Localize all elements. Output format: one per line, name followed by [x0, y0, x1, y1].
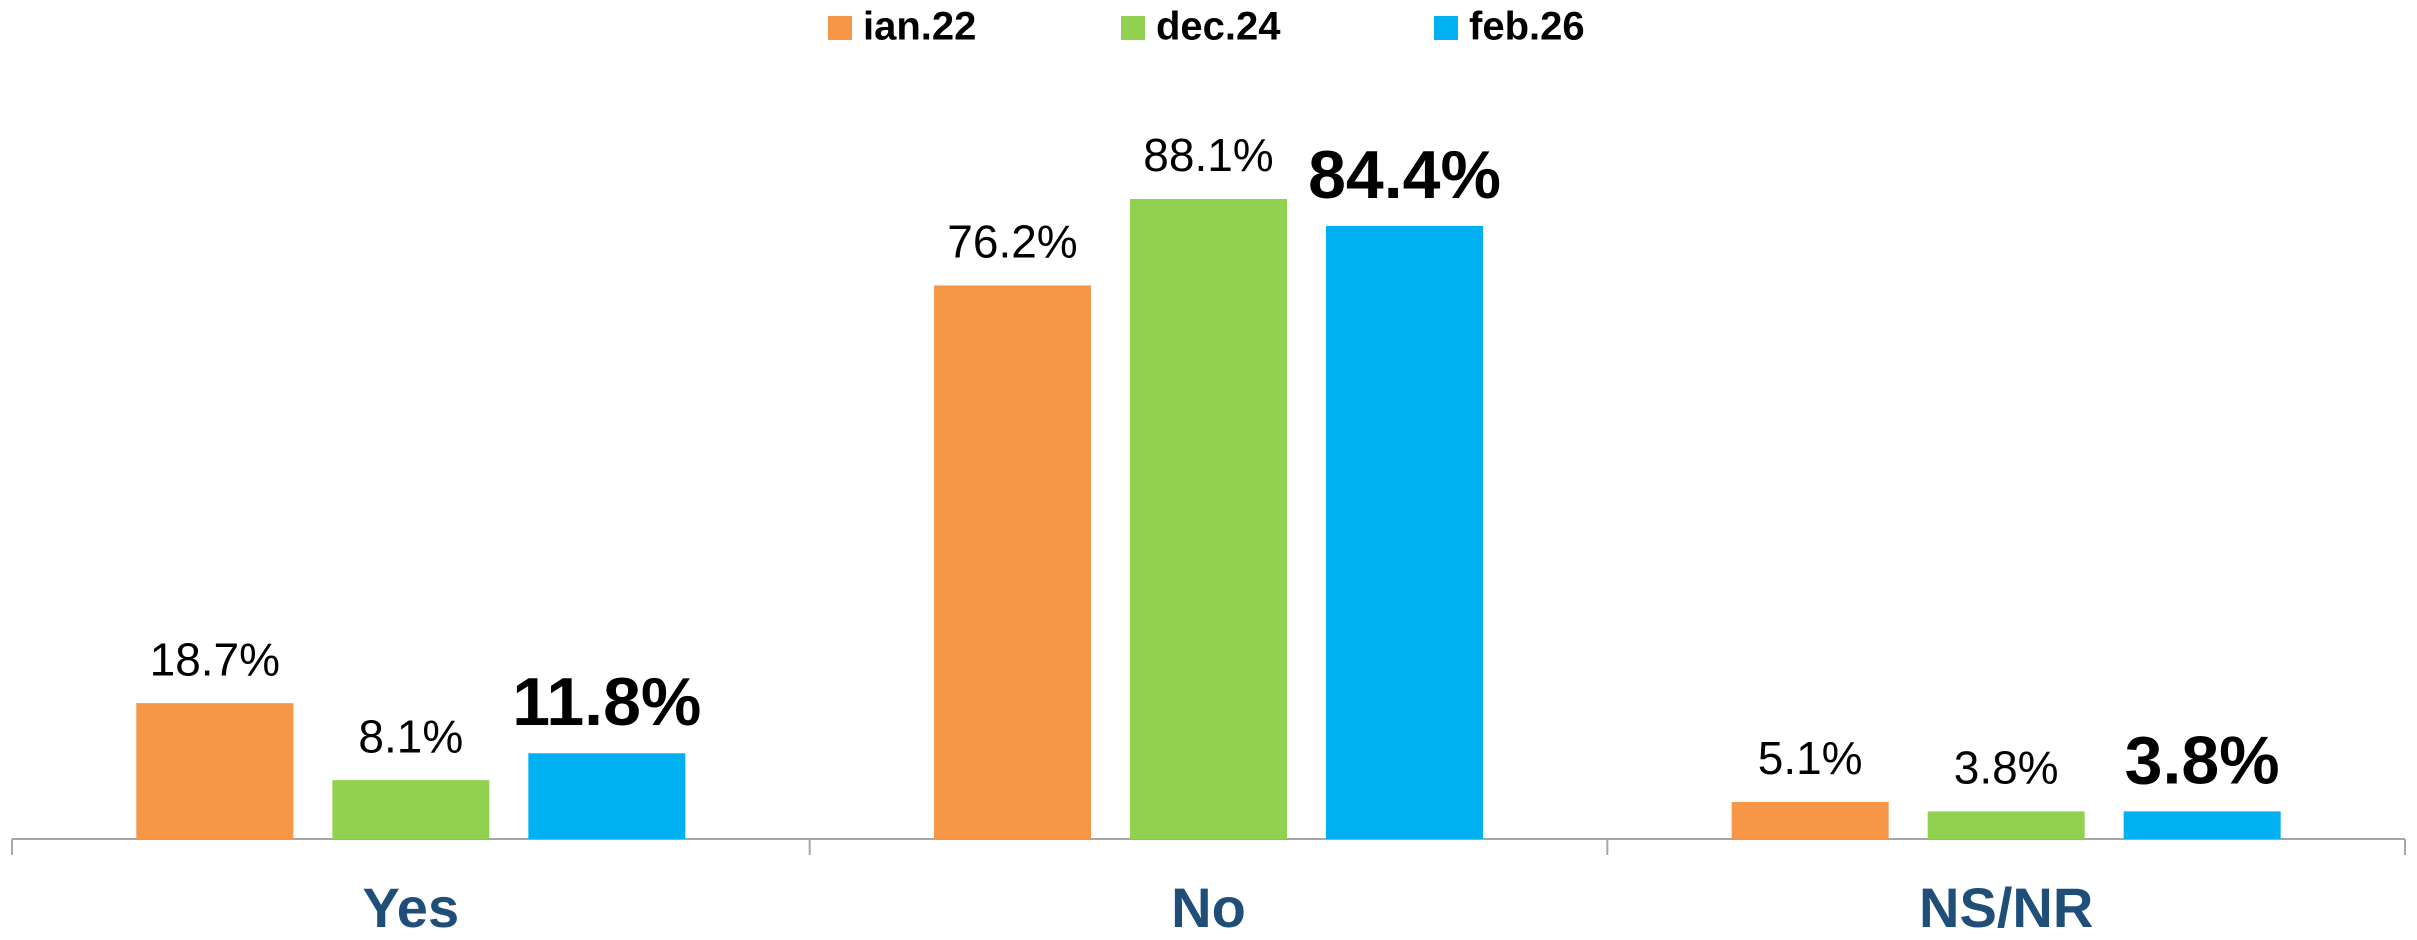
legend-swatch [1434, 16, 1458, 40]
x-tick-label: Yes [363, 876, 460, 939]
bar [528, 753, 686, 839]
legend-label: dec.24 [1156, 5, 1281, 49]
data-label: 3.8% [2125, 722, 2280, 798]
data-label: 3.8% [1954, 742, 2059, 794]
data-label: 84.4% [1308, 137, 1501, 213]
legend-swatch [828, 16, 852, 40]
bar [2123, 811, 2281, 839]
bar [1731, 801, 1889, 839]
legend-label: feb.26 [1469, 5, 1585, 49]
bar [934, 285, 1091, 839]
legend-label: ian.22 [863, 5, 976, 49]
data-label: 88.1% [1143, 129, 1273, 181]
data-label: 76.2% [947, 216, 1077, 268]
bar [1130, 199, 1287, 839]
data-label: 8.1% [358, 710, 463, 762]
x-tick-label: NS/NR [1919, 876, 2093, 939]
data-label: 5.1% [1758, 732, 1863, 784]
bar [1326, 225, 1483, 839]
data-label: 18.7% [150, 633, 280, 685]
bar [332, 780, 490, 839]
bar [1927, 811, 2085, 839]
legend-swatch [1121, 16, 1145, 40]
data-label: 11.8% [512, 664, 701, 740]
bar [136, 703, 294, 839]
x-tick-label: No [1171, 876, 1246, 939]
